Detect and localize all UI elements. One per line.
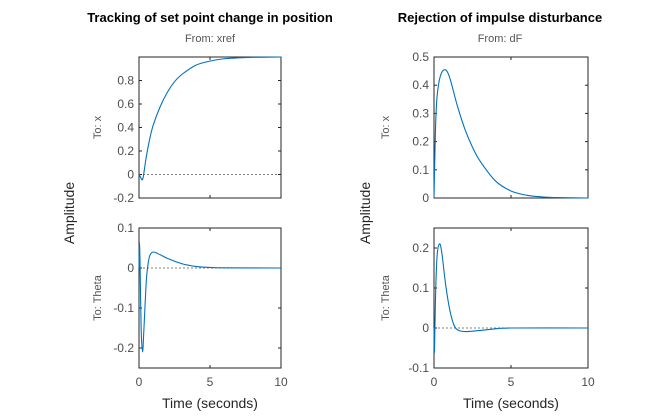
y-tick-label: 0	[422, 191, 429, 205]
y-tick-label: 0.5	[412, 50, 429, 64]
y-tick-label: 0.8	[117, 74, 134, 88]
response-line	[433, 243, 589, 354]
y-tick-label: 0.3	[412, 106, 429, 120]
row-label: To: Theta	[380, 274, 392, 321]
y-tick-label: -0.2	[113, 191, 134, 205]
y-tick-label: 0.1	[412, 281, 429, 295]
y-tick-label: 0.2	[412, 135, 429, 149]
y-tick-label: 0.2	[412, 241, 429, 255]
x-axis-label: Time (seconds)	[463, 395, 559, 411]
y-tick-label: 0.6	[117, 97, 134, 111]
y-tick-label: -0.1	[408, 361, 429, 375]
chart-title: Rejection of impulse disturbance	[398, 10, 602, 25]
x-tick-label: 10	[274, 375, 288, 389]
response-line	[433, 69, 589, 199]
chart-subtitle: From: dF	[478, 33, 523, 45]
chart-2: Rejection of impulse disturbance From: dF…	[357, 10, 602, 411]
x-tick-label: 0	[136, 375, 143, 389]
x-tick-label: 5	[508, 375, 515, 389]
axes-box	[138, 227, 282, 369]
y-tick-label: 0.1	[412, 163, 429, 177]
chart-title: Tracking of set point change in position	[87, 10, 333, 25]
y-tick-label: -0.2	[113, 341, 134, 355]
axes-box	[138, 56, 282, 199]
row-label: To: x	[380, 115, 392, 139]
y-tick-label: 0.2	[117, 144, 134, 158]
y-tick-label: 0.4	[117, 121, 134, 135]
y-tick-label: 0.1	[117, 221, 134, 235]
y-axis-label: Amplitude	[61, 182, 77, 244]
y-tick-label: 0	[127, 168, 134, 182]
y-tick-label: 0	[127, 261, 134, 275]
axes-box	[433, 227, 589, 369]
response-line	[138, 56, 282, 181]
panel-1: To: x 0 0.1 0.2 0.3 0.4 0.5	[380, 50, 589, 205]
x-tick-label: 5	[207, 375, 214, 389]
x-tick-label: 0	[431, 375, 438, 389]
y-tick-label: 0.4	[412, 78, 429, 92]
row-label: To: Theta	[92, 274, 104, 321]
axes-box	[433, 56, 589, 199]
y-tick-label: -0.1	[113, 301, 134, 315]
x-axis-label: Time (seconds)	[162, 395, 258, 411]
panel-1: To: x -0.2 0 0.2 0.4 0.6 0.8	[92, 56, 282, 205]
x-tick-label: 10	[581, 375, 595, 389]
panel-2: To: Theta -0.2 -0.1 0 0.1 0 5 10	[92, 221, 288, 389]
response-line	[138, 241, 282, 353]
chart-1: Tracking of set point change in position…	[61, 10, 333, 411]
panel-2: To: Theta-0.100.10.20 5 10	[380, 227, 595, 389]
chart-subtitle: From: xref	[185, 33, 236, 45]
y-axis-label: Amplitude	[357, 182, 373, 244]
y-tick-label: 0	[422, 321, 429, 335]
row-label: To: x	[92, 115, 104, 139]
